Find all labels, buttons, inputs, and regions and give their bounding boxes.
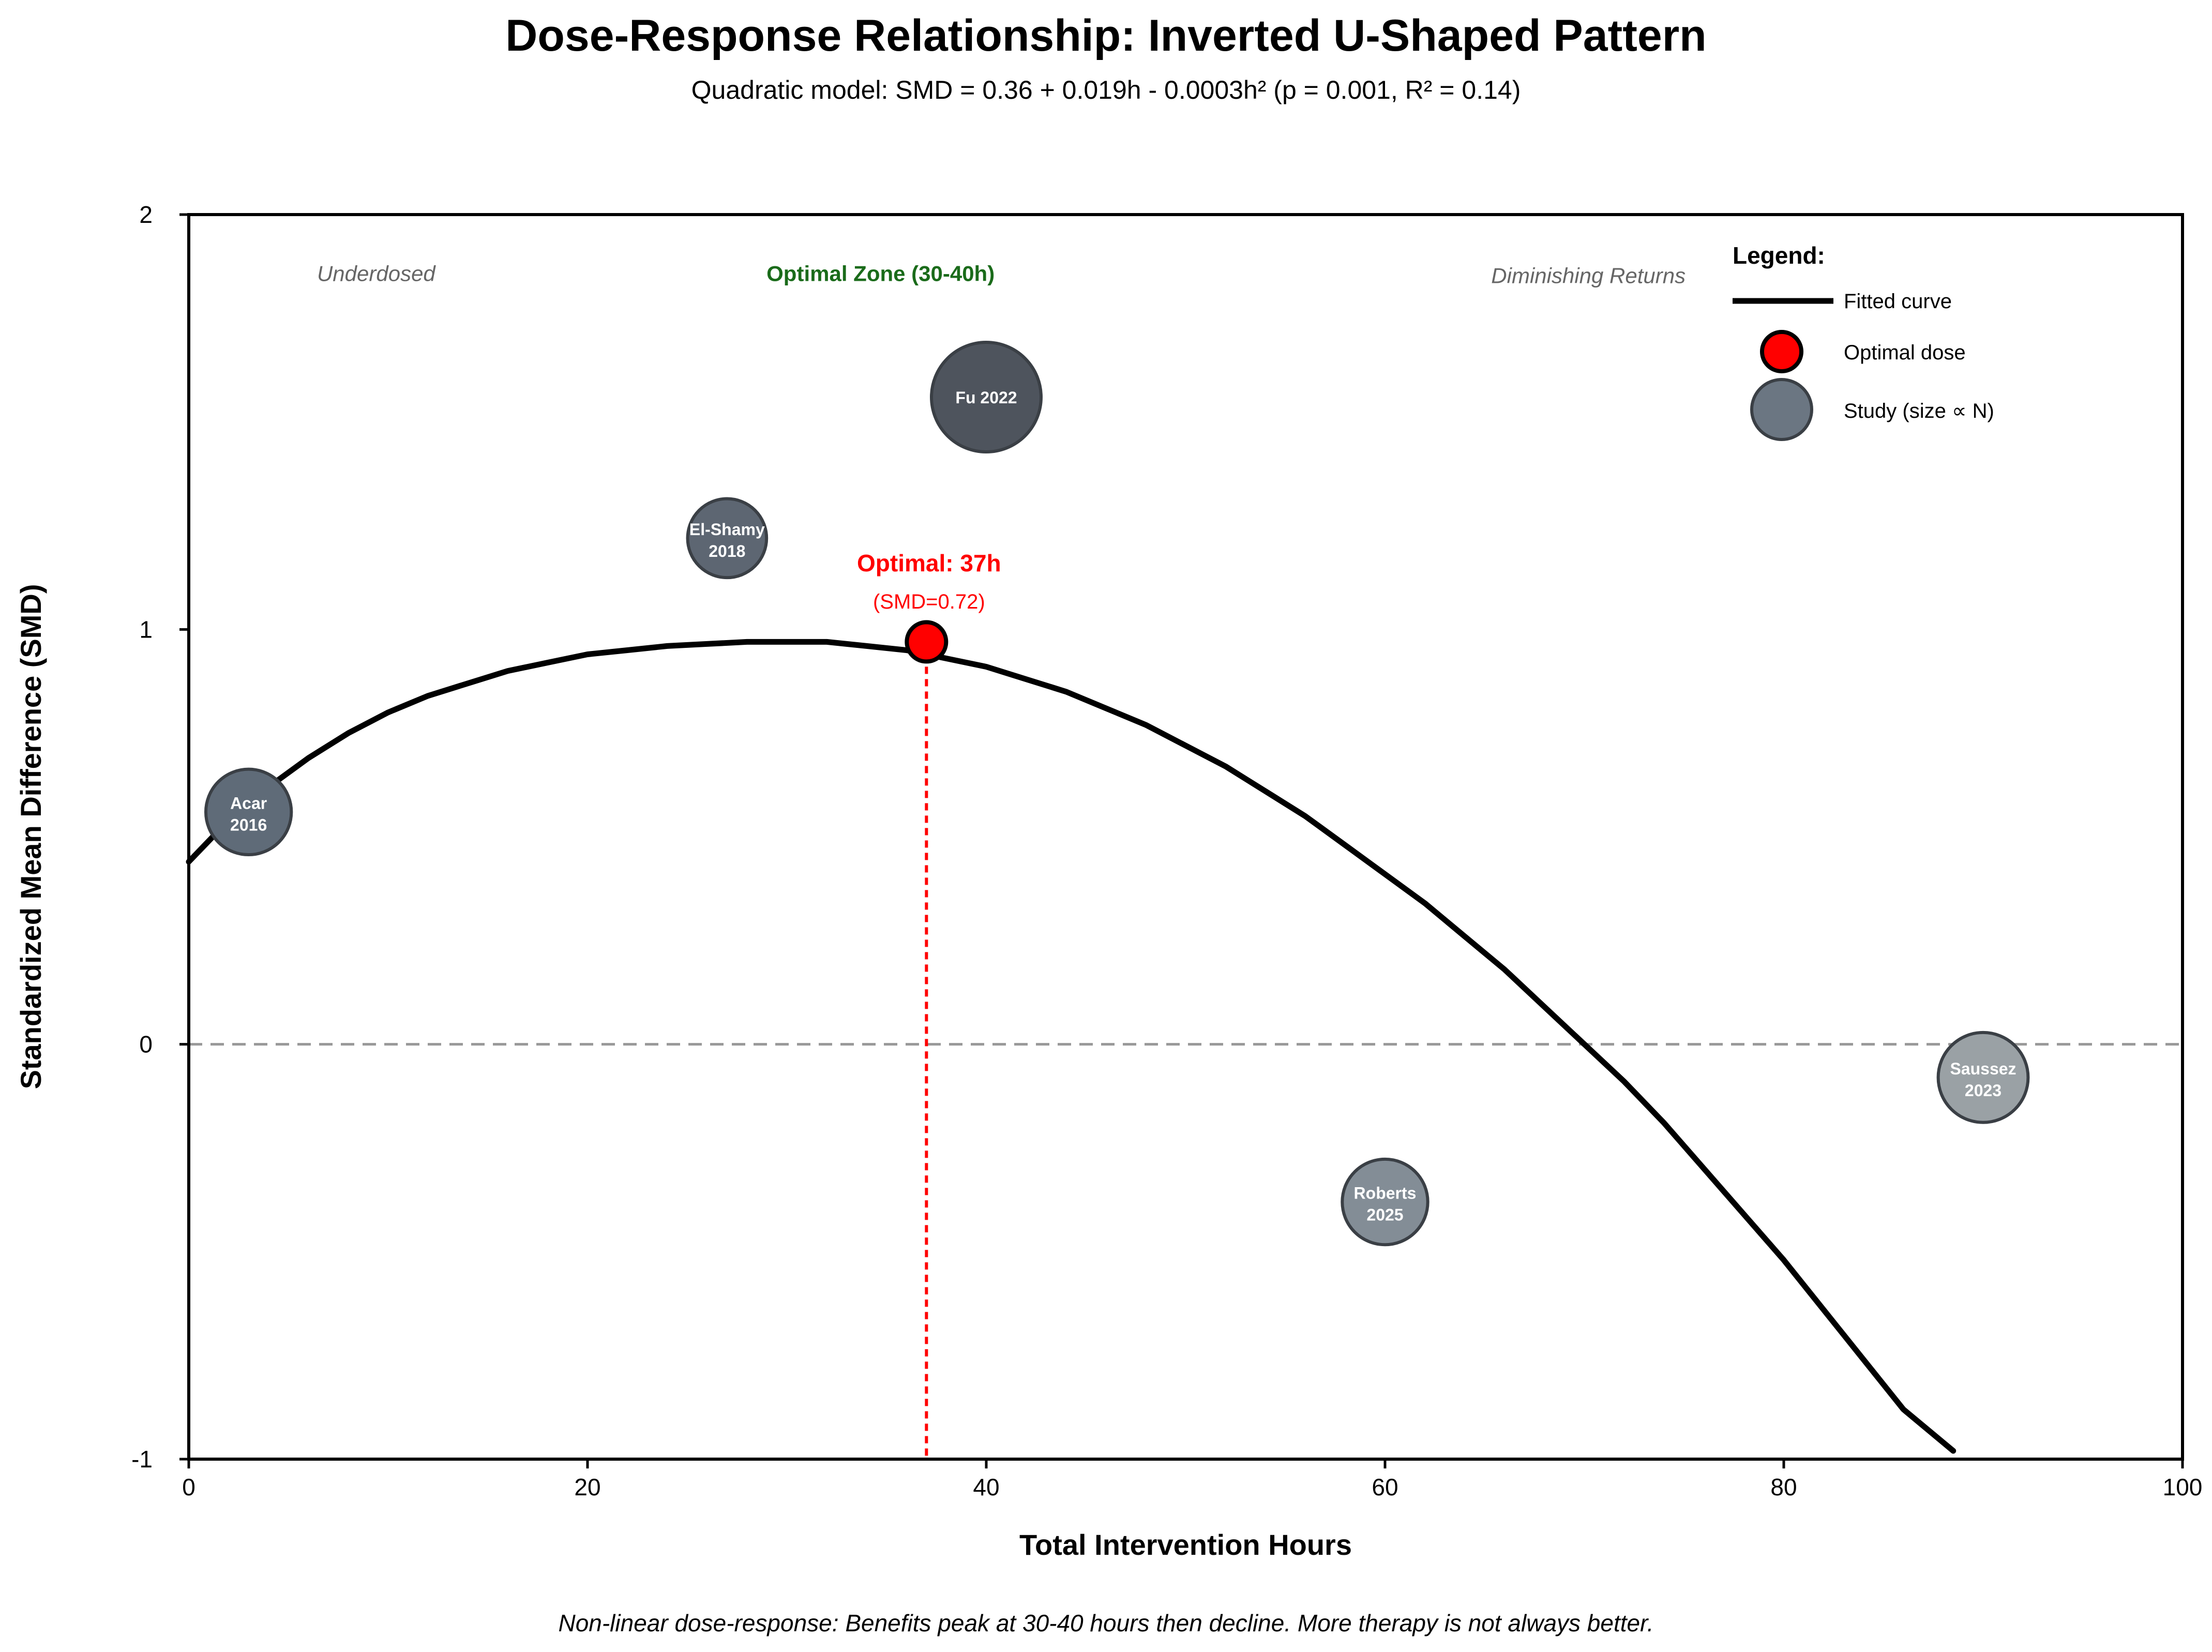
y-tick-label: 0 (139, 1031, 153, 1058)
study-label: El-Shamy (689, 520, 765, 539)
legend-curve-label: Fitted curve (1844, 290, 1952, 313)
plot-frame (187, 213, 2184, 1461)
y-tick-label: 2 (139, 201, 153, 228)
study-point-saussez (1936, 1030, 2030, 1124)
y-tick-label: 1 (139, 616, 153, 643)
zone-label-diminishing: Diminishing Returns (1491, 263, 1686, 287)
x-tick-label: 40 (973, 1474, 999, 1501)
study-label-year: 2018 (709, 542, 745, 560)
chart-subtitle: Quadratic model: SMD = 0.36 + 0.019h - 0… (691, 75, 1521, 104)
optimal-dose-sublabel: (SMD=0.72) (873, 590, 985, 613)
study-point-fu-2022 (930, 341, 1043, 454)
y-axis-label: Standardized Mean Difference (SMD) (14, 584, 47, 1089)
footnote: Non-linear dose-response: Benefits peak … (558, 1610, 1654, 1636)
x-tick-label: 20 (574, 1474, 600, 1501)
x-tick-label: 100 (2163, 1474, 2203, 1501)
study-label-year: 2025 (1366, 1206, 1403, 1224)
legend-study-label: Study (size ∝ N) (1844, 400, 1994, 422)
x-tick-label: 60 (1372, 1474, 1398, 1501)
study-point-el-shamy (686, 497, 769, 580)
y-tick-label: -1 (131, 1446, 153, 1473)
optimal-dose-point (905, 620, 949, 664)
study-point-roberts (1341, 1157, 1429, 1247)
zone-label-optimal: Optimal Zone (30-40h) (766, 261, 995, 285)
chart-title: Dose-Response Relationship: Inverted U-S… (505, 11, 1707, 60)
study-label: Fu 2022 (955, 388, 1017, 407)
zone-label-underdosed: Underdosed (317, 261, 436, 285)
study-label: Saussez (1950, 1059, 2016, 1078)
optimal-dose-label: Optimal: 37h (857, 550, 1001, 577)
legend-title: Legend: (1733, 242, 1825, 269)
x-tick-label: 0 (182, 1474, 195, 1501)
study-label: Roberts (1354, 1184, 1417, 1203)
legend-optimal-label: Optimal dose (1844, 341, 1966, 364)
legend-optimal-swatch (1760, 330, 1803, 373)
study-point-acar (204, 767, 293, 857)
x-axis-label: Total Intervention Hours (1019, 1528, 1352, 1561)
fitted-curve (186, 639, 1957, 1454)
study-label-year: 2023 (1965, 1081, 2002, 1100)
x-tick-label: 80 (1770, 1474, 1797, 1501)
legend-study-swatch (1750, 378, 1813, 441)
study-label-year: 2016 (230, 815, 267, 834)
study-label: Acar (230, 794, 267, 812)
